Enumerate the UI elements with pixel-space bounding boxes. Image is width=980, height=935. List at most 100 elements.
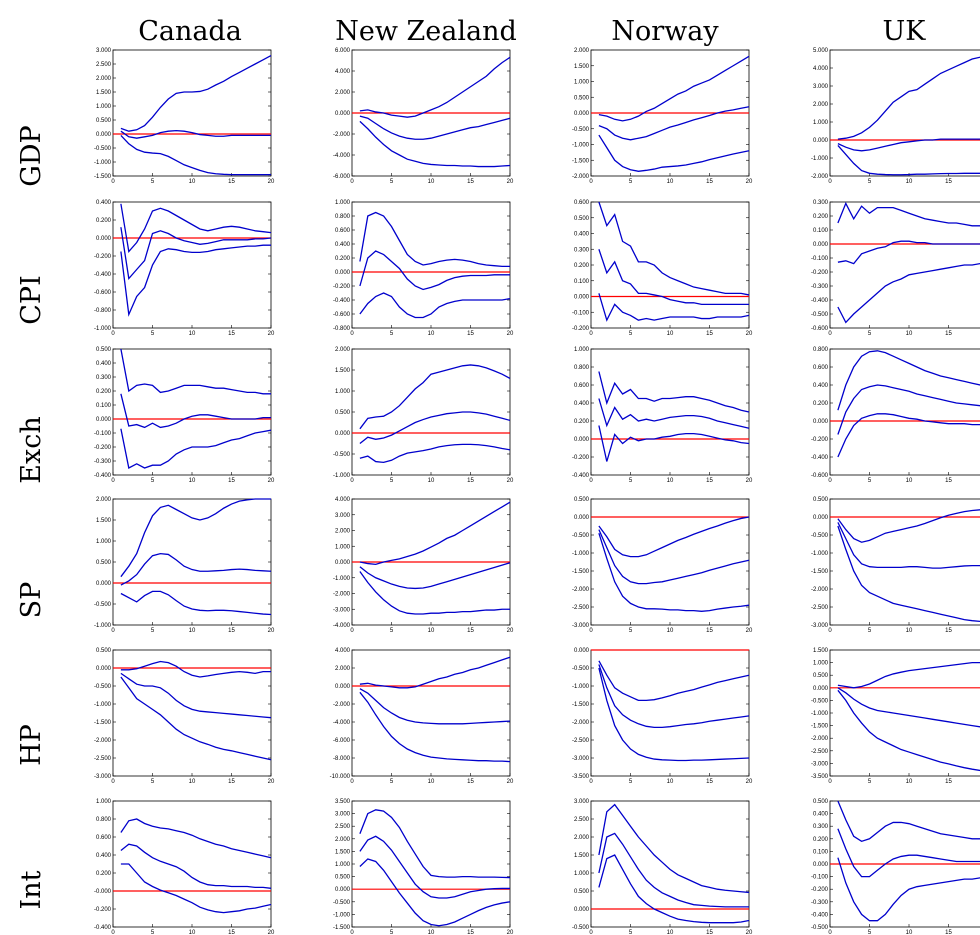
y-tick-label: -0.200 [94,907,112,913]
x-tick-label: 10 [667,930,674,935]
panel-canada-int: 1.000 0.800 0.600 0.400 0.200 -0.000 -0.200 -0.… [94,799,275,935]
y-tick-label: 0.400 [813,812,829,818]
y-tick-label: -1.000 [333,912,351,918]
y-tick-label: -0.200 [811,887,829,893]
y-tick-label: 0.000 [813,419,829,425]
upper-band-line [120,660,271,678]
lower-band-line [359,120,511,168]
y-tick-label: 1.500 [335,368,351,374]
y-tick-label: -1.000 [333,473,351,479]
y-tick-label: -3.500 [811,774,829,780]
y-tick-label: -2.500 [572,738,590,744]
y-tick-label: -2.000 [333,592,351,598]
x-tick-label: 15 [706,331,713,337]
y-tick-label: 0.000 [813,242,829,248]
y-tick-label: 4.000 [335,497,351,503]
y-tick-label: 0.000 [96,236,112,242]
y-tick-label: -0.400 [333,298,351,304]
y-tick-label: -2.000 [811,736,829,742]
y-tick-label: -1.500 [94,720,112,726]
x-tick-label: 10 [428,331,435,337]
median-response-line [120,672,272,719]
y-tick-label: 0.000 [813,686,829,692]
lower-band-line [359,691,511,763]
x-tick-label: 0 [589,930,593,935]
column-title-canada: Canada [138,16,242,47]
plot-frame [829,49,980,177]
x-tick-label: 5 [868,779,872,785]
column-title-uk: UK [883,16,927,47]
y-tick-label: 0.000 [574,111,590,117]
lower-band-line [837,689,980,772]
x-tick-label: 20 [507,478,514,484]
y-tick-label: 1.000 [335,389,351,395]
x-tick-label: 10 [189,478,196,484]
x-tick-label: 0 [828,930,832,935]
x-tick-label: 0 [828,779,832,785]
plot-frame [351,348,511,476]
y-tick-label: -1.000 [333,576,351,582]
x-tick-label: 20 [268,179,275,185]
plot-frame [590,800,750,928]
y-tick-label: -0.100 [94,431,112,437]
y-tick-label: -0.500 [94,146,112,152]
x-tick-label: 10 [667,331,674,337]
y-tick-label: 0.000 [813,862,829,868]
y-tick-label: 0.500 [813,799,829,805]
y-tick-label: 0.500 [574,497,590,503]
y-tick-label: 1.500 [574,64,590,70]
x-tick-label: 0 [589,331,593,337]
x-tick-label: 10 [428,179,435,185]
y-tick-label: 0.000 [335,270,351,276]
x-tick-label: 10 [906,179,913,185]
x-tick-label: 5 [390,331,394,337]
y-tick-label: 1.000 [96,539,112,545]
y-tick-label: -0.200 [572,455,590,461]
plot-frame [112,348,272,476]
median-response-line [598,832,749,908]
x-tick-label: 15 [228,478,235,484]
y-tick-label: -1.000 [94,326,112,332]
lower-band-line [837,525,980,623]
y-tick-label: -3.500 [572,774,590,780]
lower-band-line [837,857,980,922]
median-response-line [359,835,510,899]
upper-band-line [359,809,511,879]
x-tick-label: 15 [945,930,952,935]
y-tick-label: -2.500 [811,749,829,755]
plot-frame [351,649,511,777]
plot-frame [590,649,750,777]
lower-band-line [120,428,272,469]
y-tick-label: -0.200 [94,445,112,451]
y-tick-label: 0.000 [335,684,351,690]
y-tick-label: 0.500 [574,889,590,895]
x-tick-label: 10 [667,628,674,634]
y-tick-label: 1.000 [813,120,829,126]
x-tick-label: 20 [746,179,753,185]
y-tick-label: -2.500 [94,756,112,762]
median-response-line [359,250,510,291]
lower-band-line [837,413,980,458]
y-tick-label: -0.500 [811,312,829,318]
y-tick-label: 0.100 [96,403,112,409]
x-tick-label: 15 [706,779,713,785]
upper-band-line [837,350,980,411]
x-tick-label: 20 [268,628,275,634]
y-tick-label: -0.200 [572,326,590,332]
x-tick-label: 0 [350,930,354,935]
x-tick-label: 5 [868,930,872,935]
y-tick-label: -0.300 [94,459,112,465]
y-tick-label: 0.500 [96,560,112,566]
y-tick-label: 0.500 [96,648,112,654]
y-tick-label: 0.500 [335,410,351,416]
y-tick-label: 0.500 [96,118,112,124]
y-tick-label: -1.000 [94,160,112,166]
y-tick-label: 0.200 [96,218,112,224]
y-tick-label: 0.600 [813,365,829,371]
y-tick-label: -0.800 [94,308,112,314]
y-tick-label: 0.200 [96,871,112,877]
median-response-line [359,688,511,725]
x-tick-label: 0 [111,628,115,634]
